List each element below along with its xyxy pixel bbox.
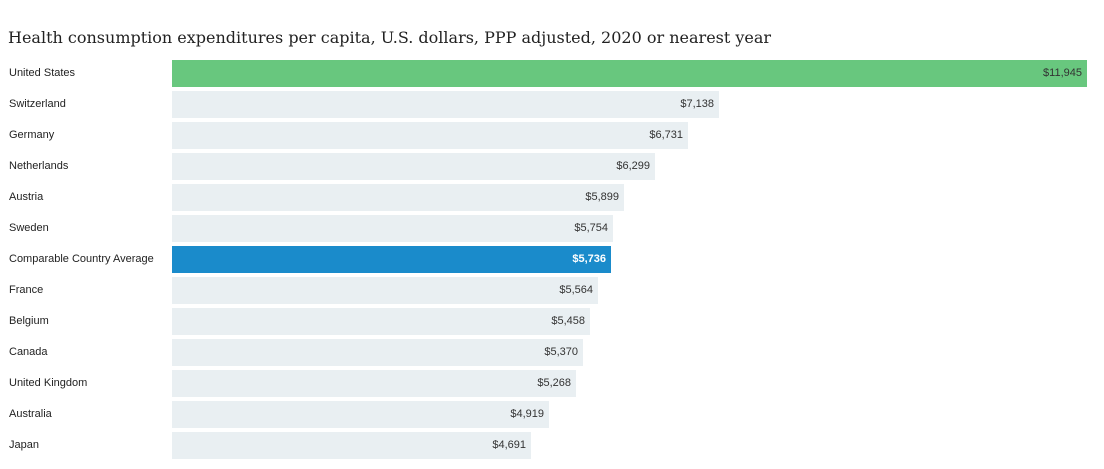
category-label-france: France [9, 284, 44, 296]
bar-netherlands [172, 153, 655, 180]
value-label-australia: $4,919 [510, 408, 544, 420]
value-label-sweden: $5,754 [574, 222, 608, 234]
category-label-japan: Japan [9, 439, 39, 451]
value-label-japan: $4,691 [492, 439, 526, 451]
value-label-canada: $5,370 [544, 346, 578, 358]
bar-austria [172, 184, 624, 211]
bar-sweden [172, 215, 613, 242]
value-label-united-kingdom: $5,268 [537, 377, 571, 389]
value-label-austria: $5,899 [585, 191, 619, 203]
bar-canada [172, 339, 583, 366]
bar-switzerland [172, 91, 719, 118]
category-label-netherlands: Netherlands [9, 160, 69, 172]
category-label-germany: Germany [9, 129, 55, 141]
value-label-comparable-country-average: $5,736 [572, 253, 606, 265]
value-label-belgium: $5,458 [551, 315, 585, 327]
bar-germany [172, 122, 688, 149]
category-label-austria: Austria [9, 191, 44, 203]
category-label-united-states: United States [9, 67, 76, 79]
value-label-switzerland: $7,138 [680, 98, 714, 110]
bar-france [172, 277, 598, 304]
bar-belgium [172, 308, 590, 335]
bar-united-states [172, 60, 1087, 87]
bar-chart: United States $11,945 Switzerland $7,138 Ger… [0, 60, 1104, 464]
bar-australia [172, 401, 549, 428]
category-label-canada: Canada [9, 346, 48, 358]
category-label-belgium: Belgium [9, 315, 49, 327]
value-label-france: $5,564 [559, 284, 593, 296]
chart-title: Health consumption expenditures per capi… [8, 28, 772, 47]
value-label-united-states: $11,945 [1043, 67, 1082, 79]
category-label-sweden: Sweden [9, 222, 49, 234]
value-label-germany: $6,731 [649, 129, 683, 141]
category-label-comparable-country-average: Comparable Country Average [9, 253, 154, 265]
category-label-united-kingdom: United Kingdom [9, 377, 88, 389]
value-label-netherlands: $6,299 [616, 160, 650, 172]
bar-japan [172, 432, 531, 459]
bar-comparable-country-average [172, 246, 611, 273]
category-label-australia: Australia [9, 408, 52, 420]
bar-united-kingdom [172, 370, 576, 397]
category-label-switzerland: Switzerland [9, 98, 66, 110]
